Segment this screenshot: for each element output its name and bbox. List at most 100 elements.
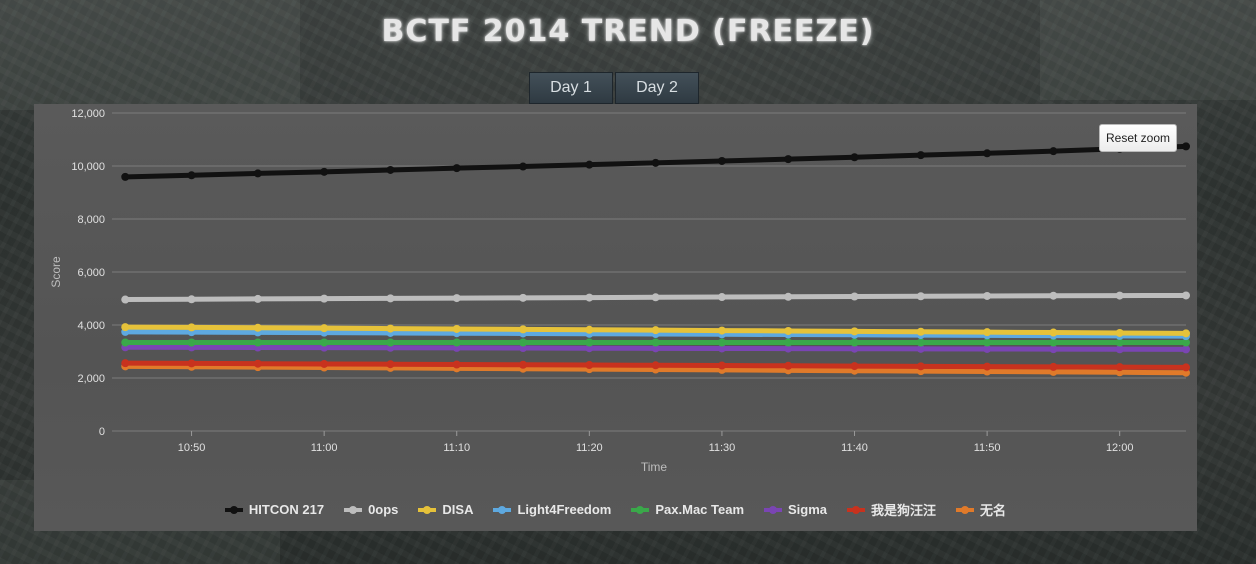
legend-item[interactable]: 无名 [956, 500, 1006, 519]
series-我是狗汪汪[interactable] [121, 359, 1190, 372]
legend-item[interactable]: 0ops [344, 502, 398, 517]
data-point[interactable] [585, 325, 594, 334]
data-point[interactable] [1182, 345, 1190, 354]
data-point[interactable] [1049, 345, 1058, 354]
data-point[interactable] [784, 292, 793, 301]
data-point[interactable] [717, 156, 726, 165]
data-point[interactable] [983, 362, 992, 371]
data-point[interactable] [983, 149, 992, 158]
data-point[interactable] [519, 325, 528, 334]
data-point[interactable] [585, 293, 594, 302]
data-point[interactable] [1049, 328, 1058, 337]
data-point[interactable] [651, 361, 660, 370]
data-point[interactable] [916, 327, 925, 336]
legend-item[interactable]: 我是狗汪汪 [847, 500, 936, 519]
data-point[interactable] [916, 338, 925, 347]
data-point[interactable] [850, 344, 859, 353]
data-point[interactable] [519, 344, 528, 353]
data-point[interactable] [983, 344, 992, 353]
data-point[interactable] [519, 338, 528, 347]
data-point[interactable] [1182, 291, 1190, 300]
data-point[interactable] [585, 361, 594, 370]
data-point[interactable] [121, 172, 130, 181]
data-point[interactable] [916, 362, 925, 371]
data-point[interactable] [386, 294, 395, 303]
data-point[interactable] [916, 292, 925, 301]
data-point[interactable] [452, 164, 461, 173]
data-point[interactable] [452, 324, 461, 333]
legend-item[interactable]: Light4Freedom [493, 502, 611, 517]
data-point[interactable] [386, 324, 395, 333]
data-point[interactable] [916, 151, 925, 160]
data-point[interactable] [187, 338, 196, 347]
data-point[interactable] [320, 324, 329, 333]
data-point[interactable] [784, 361, 793, 370]
legend-item[interactable]: HITCON 217 [224, 502, 324, 517]
tab-day-1[interactable]: Day 1 [529, 72, 613, 104]
series-DISA[interactable] [121, 323, 1190, 338]
data-point[interactable] [717, 338, 726, 347]
data-point[interactable] [386, 165, 395, 174]
data-point[interactable] [187, 171, 196, 180]
data-point[interactable] [651, 338, 660, 347]
data-point[interactable] [121, 323, 130, 332]
data-point[interactable] [1182, 142, 1190, 151]
data-point[interactable] [850, 338, 859, 347]
reset-zoom-button[interactable]: Reset zoom [1099, 124, 1177, 152]
data-point[interactable] [585, 344, 594, 353]
data-point[interactable] [651, 326, 660, 335]
data-point[interactable] [916, 344, 925, 353]
series-HITCON 217[interactable] [121, 142, 1190, 181]
data-point[interactable] [850, 153, 859, 162]
data-point[interactable] [1182, 338, 1190, 347]
legend-item[interactable]: Sigma [764, 502, 827, 517]
data-point[interactable] [784, 155, 793, 164]
data-point[interactable] [452, 294, 461, 303]
data-point[interactable] [1049, 338, 1058, 347]
series-Pax.Mac Team[interactable] [121, 338, 1190, 347]
data-point[interactable] [386, 360, 395, 369]
series-0ops[interactable] [121, 291, 1190, 304]
legend-item[interactable]: DISA [418, 502, 473, 517]
tab-day-2[interactable]: Day 2 [615, 72, 699, 104]
data-point[interactable] [519, 162, 528, 171]
data-point[interactable] [1049, 291, 1058, 300]
data-point[interactable] [717, 326, 726, 335]
data-point[interactable] [784, 344, 793, 353]
data-point[interactable] [784, 326, 793, 335]
data-point[interactable] [983, 338, 992, 347]
data-point[interactable] [784, 338, 793, 347]
data-point[interactable] [121, 338, 130, 347]
data-point[interactable] [983, 291, 992, 300]
data-point[interactable] [187, 359, 196, 368]
data-point[interactable] [320, 338, 329, 347]
data-point[interactable] [253, 338, 262, 347]
data-point[interactable] [717, 361, 726, 370]
data-point[interactable] [1115, 345, 1124, 354]
data-point[interactable] [1182, 363, 1190, 372]
data-point[interactable] [253, 323, 262, 332]
data-point[interactable] [187, 323, 196, 332]
data-point[interactable] [585, 160, 594, 169]
legend-item[interactable]: Pax.Mac Team [631, 502, 744, 517]
series-Sigma[interactable] [121, 343, 1190, 354]
data-point[interactable] [651, 344, 660, 353]
data-point[interactable] [121, 295, 130, 304]
data-point[interactable] [320, 294, 329, 303]
data-point[interactable] [121, 359, 130, 368]
data-point[interactable] [850, 292, 859, 301]
data-point[interactable] [983, 328, 992, 337]
data-point[interactable] [386, 338, 395, 347]
data-point[interactable] [651, 293, 660, 302]
data-point[interactable] [717, 344, 726, 353]
data-point[interactable] [651, 158, 660, 167]
data-point[interactable] [452, 338, 461, 347]
data-point[interactable] [1115, 291, 1124, 300]
data-point[interactable] [253, 359, 262, 368]
data-point[interactable] [1182, 329, 1190, 338]
data-point[interactable] [452, 360, 461, 369]
data-point[interactable] [519, 360, 528, 369]
data-point[interactable] [585, 338, 594, 347]
data-point[interactable] [1115, 363, 1124, 372]
data-point[interactable] [253, 294, 262, 303]
